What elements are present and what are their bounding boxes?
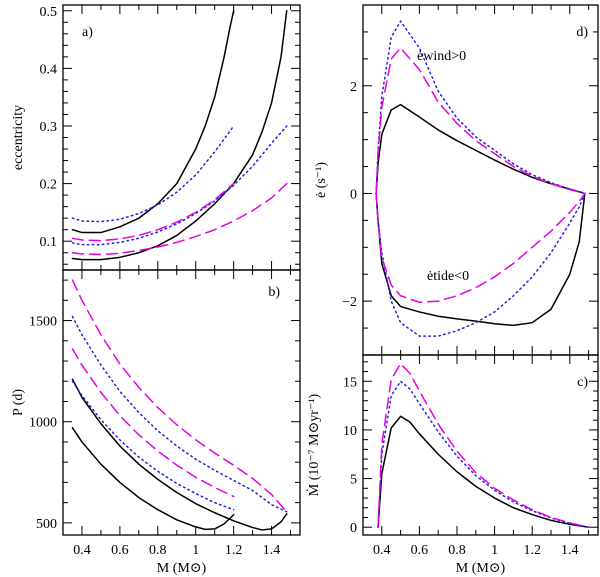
series-solid-upper xyxy=(71,10,235,234)
y-tick-label: 2 xyxy=(350,80,357,95)
y-axis-label: eccentricity xyxy=(11,105,26,170)
x-tick-label: 1 xyxy=(491,543,498,558)
series-dotted-outer xyxy=(71,315,288,513)
series-dashed-inner xyxy=(71,348,235,498)
panel-label: b) xyxy=(268,285,280,300)
annotation-wind: ėwind>0 xyxy=(417,49,466,64)
series-dashed-lower xyxy=(71,182,288,256)
x-tick-label: 1.4 xyxy=(263,543,281,558)
y-tick-label: 15 xyxy=(343,375,357,390)
series-dotted-tide xyxy=(375,192,586,337)
series-dashed-upper xyxy=(71,182,235,242)
series-dotted xyxy=(377,380,590,528)
axes-frame xyxy=(62,4,301,271)
panel-c-mass-loss: 0.4 0.6 0.8 1 1.2 1.4 0 5 10 15 c) M (M⊙) Ṁ (10⁻⁷ M⊙… xyxy=(306,354,599,576)
series-dashed-tide xyxy=(375,192,586,303)
x-tick-label: 1.4 xyxy=(561,543,579,558)
x-tick-label: 0.6 xyxy=(111,543,129,558)
x-axis-label: M (M⊙) xyxy=(157,561,207,576)
axes-frame xyxy=(362,354,599,536)
axes-frame xyxy=(362,4,599,356)
panel-d-edot: −2 0 2 d) ė (s⁻¹) ėwind>0 ėtide<0 xyxy=(314,4,599,356)
panel-label: c) xyxy=(577,375,588,390)
y-tick-label: 1000 xyxy=(29,416,57,431)
y-axis-label: P (d) xyxy=(11,389,26,416)
panel-label: d) xyxy=(576,25,588,40)
panel-a-eccentricity: 0.1 0.2 0.3 0.4 0.5 a) eccentricity xyxy=(11,4,301,271)
series-solid-wind xyxy=(375,103,586,195)
x-tick-label: 0.8 xyxy=(448,543,466,558)
y-tick-label: 0.5 xyxy=(40,5,58,20)
y-tick-label: 0.4 xyxy=(40,62,58,77)
series-dotted-inner xyxy=(71,380,235,511)
x-axis-label: M (M⊙) xyxy=(456,561,506,576)
series-dotted-lower xyxy=(71,125,288,246)
series-dotted-wind xyxy=(375,20,586,195)
y-tick-label: 5 xyxy=(350,473,357,488)
series-dashed-outer xyxy=(71,279,288,513)
series-solid-tide xyxy=(375,192,586,327)
series-dashed-wind xyxy=(375,47,586,195)
y-tick-label: 1500 xyxy=(29,315,57,330)
y-tick-label: 0.3 xyxy=(40,120,58,135)
y-tick-label: 500 xyxy=(36,517,57,532)
x-tick-label: 1.2 xyxy=(225,543,243,558)
y-tick-label: −2 xyxy=(342,295,357,310)
axes-frame xyxy=(62,269,301,536)
series-solid-outer xyxy=(71,378,288,531)
annotation-tide: ėtide<0 xyxy=(427,269,469,284)
series-solid-lower xyxy=(71,10,288,261)
x-tick-label: 0.4 xyxy=(73,543,91,558)
x-tick-label: 1 xyxy=(192,543,199,558)
x-tick-label: 0.8 xyxy=(149,543,167,558)
x-tick-label: 1.2 xyxy=(523,543,541,558)
panel-b-period: 0.4 0.6 0.8 1 1.2 1.4 500 1000 1500 b) M (M⊙) P (d) xyxy=(11,269,301,576)
series-solid-inner xyxy=(71,427,235,531)
y-tick-label: 10 xyxy=(343,424,357,439)
y-tick-label: 0 xyxy=(350,521,357,536)
y-tick-label: 0 xyxy=(350,187,357,202)
x-tick-label: 0.4 xyxy=(373,543,391,558)
series-dashed xyxy=(377,363,590,528)
x-tick-label: 0.6 xyxy=(411,543,429,558)
series-solid xyxy=(377,415,590,528)
y-tick-label: 0.2 xyxy=(40,178,58,193)
series-dotted-upper xyxy=(71,125,235,223)
y-tick-label: 0.1 xyxy=(40,235,58,250)
y-axis-label: Ṁ (10⁻⁷ M⊙yr⁻¹) xyxy=(306,393,322,496)
panel-label: a) xyxy=(82,25,93,40)
y-axis-label: ė (s⁻¹) xyxy=(314,162,329,198)
